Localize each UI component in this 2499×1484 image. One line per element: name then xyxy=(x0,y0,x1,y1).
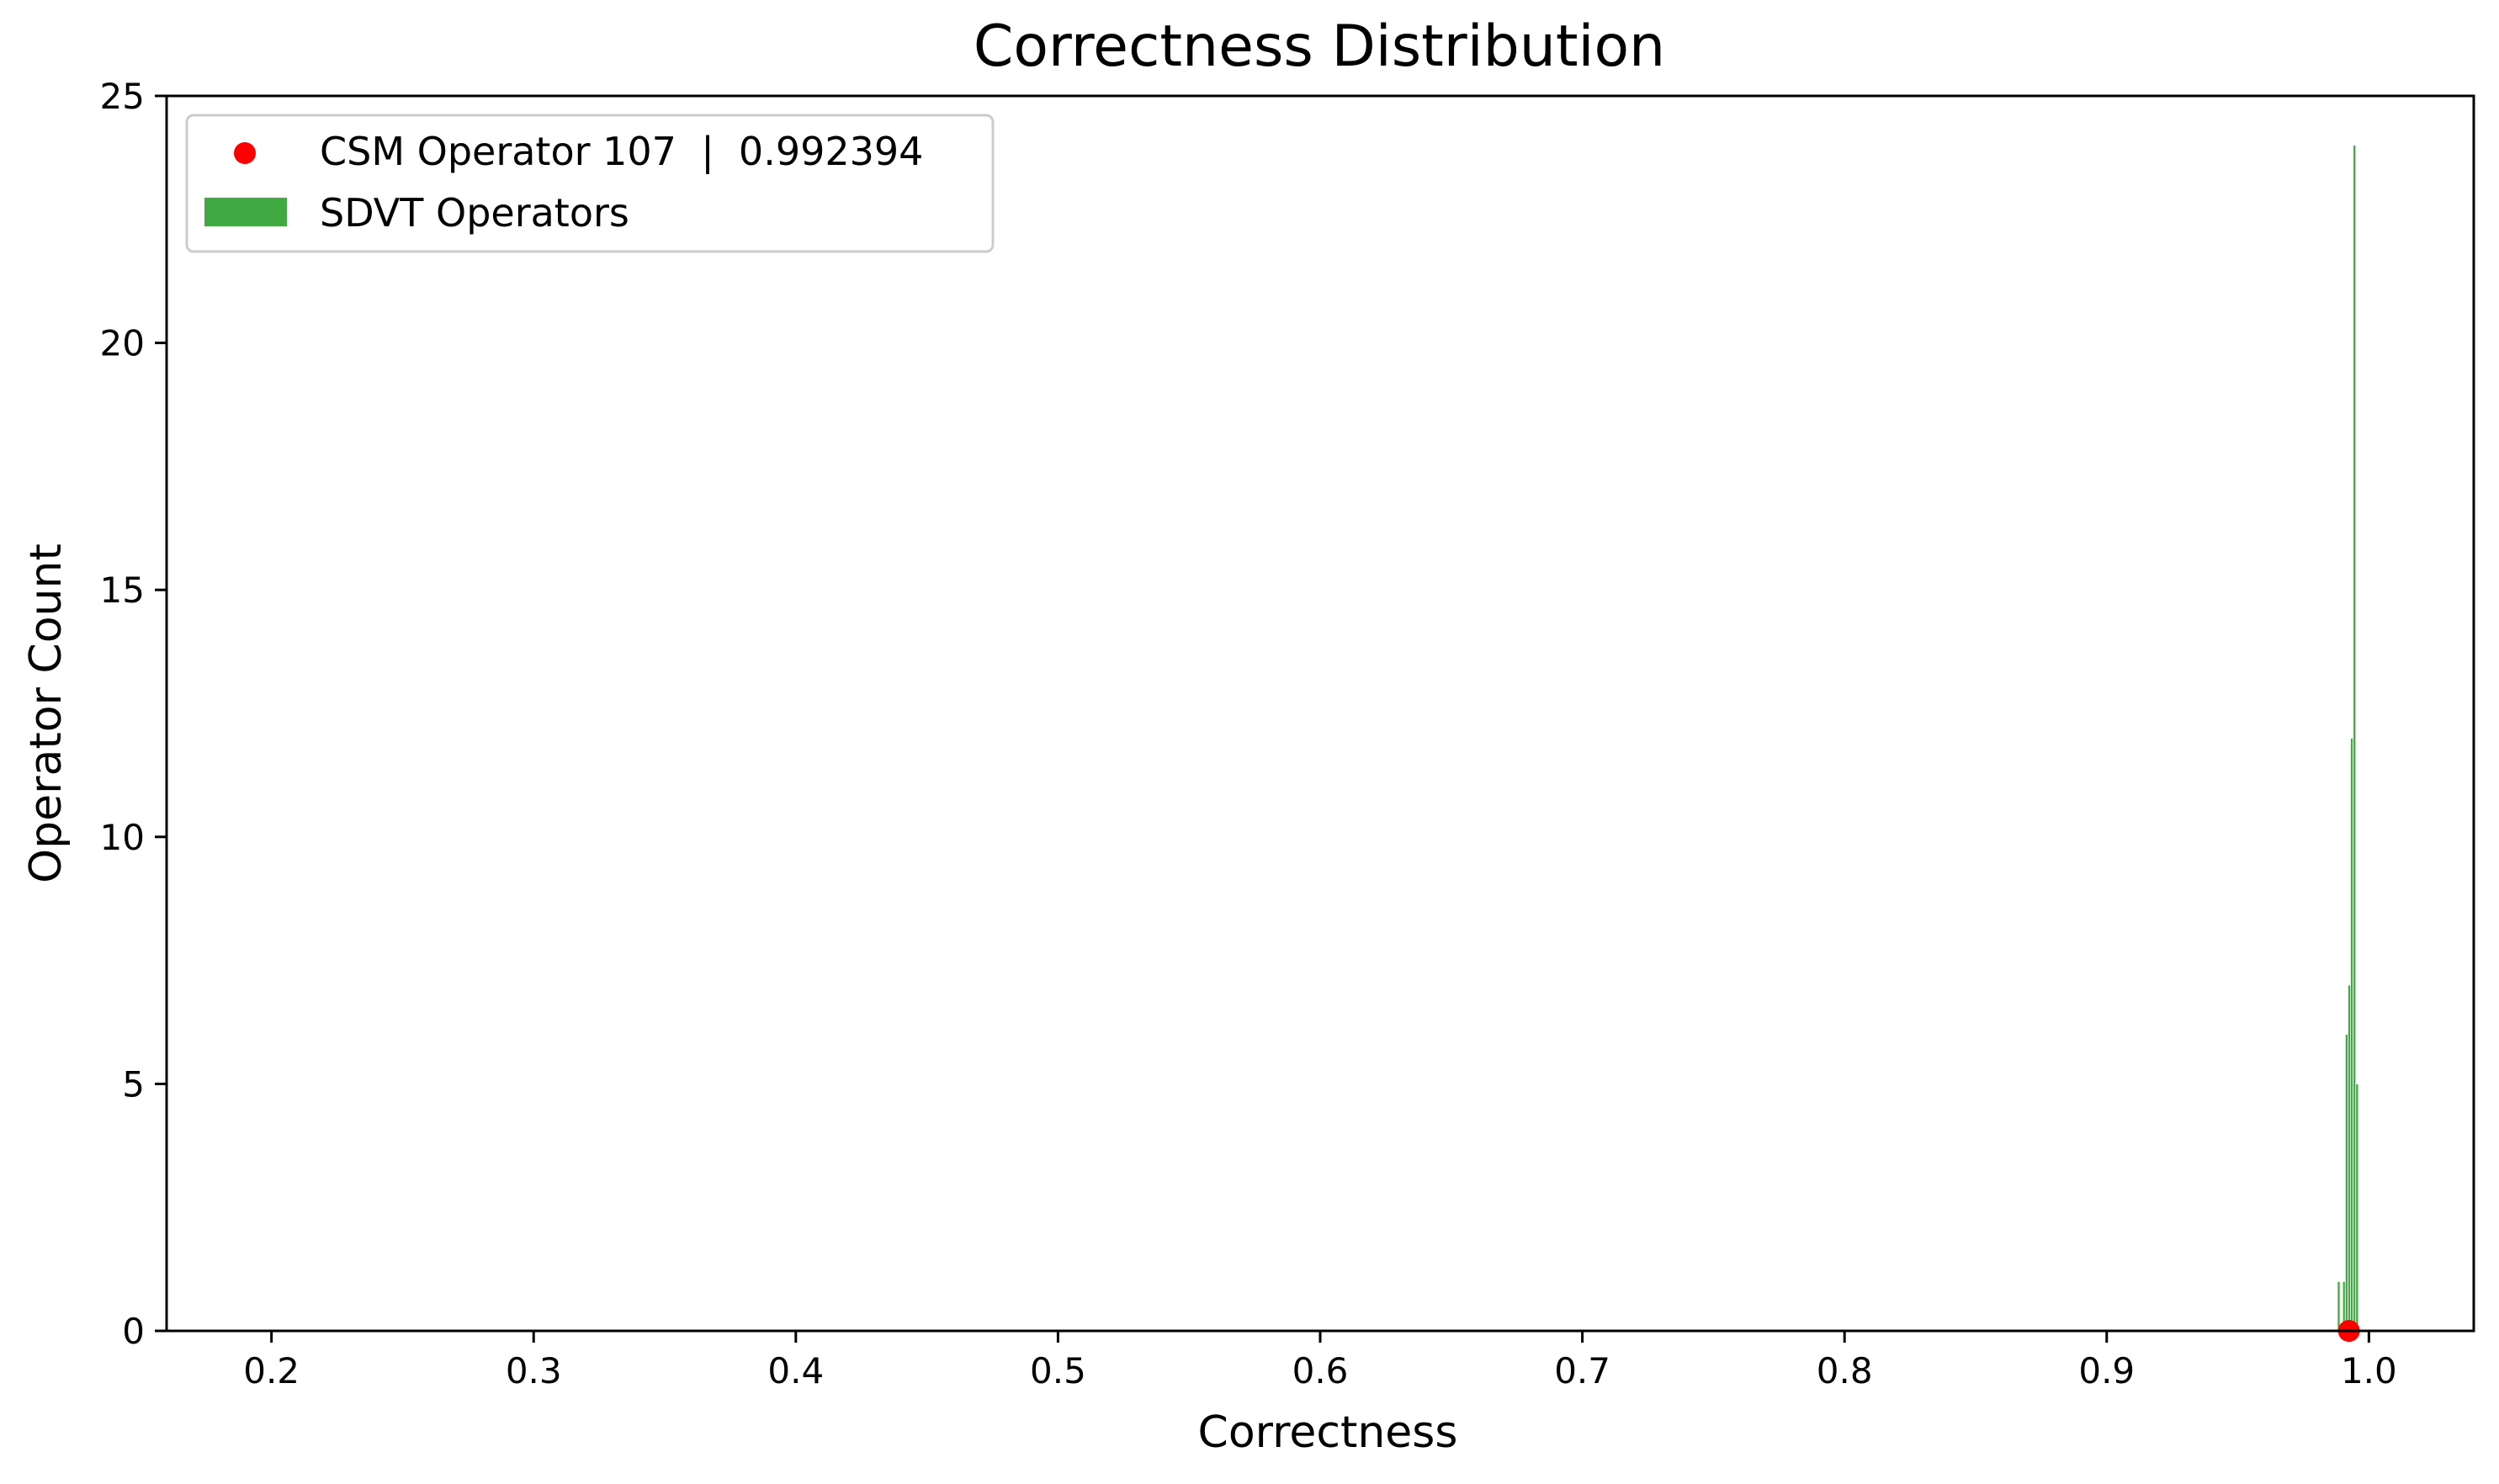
legend-box xyxy=(185,114,995,253)
histogram-bar-6 xyxy=(2353,145,2357,1332)
y-tick-label: 15 xyxy=(100,570,145,611)
y-tick-label: 5 xyxy=(122,1063,145,1105)
x-tick-label: 1.0 xyxy=(2341,1350,2397,1391)
histogram-bar-7 xyxy=(2355,1084,2359,1332)
x-tick-label: 0.3 xyxy=(506,1350,562,1391)
y-tick-label: 20 xyxy=(100,323,145,364)
x-tick-label: 0.8 xyxy=(1817,1350,1873,1391)
x-tick-label: 0.2 xyxy=(243,1350,300,1391)
x-tick-label: 0.5 xyxy=(1030,1350,1086,1391)
legend-swatch-bar xyxy=(204,198,287,226)
y-axis-ticks: 0 5 10 15 20 25 xyxy=(100,76,167,1352)
histogram-bar-4 xyxy=(2348,984,2351,1332)
x-axis-label: Correctness xyxy=(1198,1407,1458,1458)
y-tick-label: 10 xyxy=(100,817,145,858)
x-tick-label: 0.7 xyxy=(1554,1350,1610,1391)
legend-entry-bar-label: SDVT Operators xyxy=(320,190,629,236)
y-tick-label: 0 xyxy=(122,1311,145,1352)
x-tick-label: 0.4 xyxy=(767,1350,824,1391)
histogram-bar-3 xyxy=(2344,1034,2348,1332)
x-axis-ticks: 0.2 0.3 0.4 0.5 0.6 0.7 0.8 0.9 1.0 xyxy=(243,1331,2397,1391)
y-tick-label: 25 xyxy=(100,76,145,117)
histogram-bar-5 xyxy=(2350,737,2354,1332)
y-axis-label: Operator Count xyxy=(21,543,72,883)
chart-title: Correctness Distribution xyxy=(974,13,1665,80)
x-tick-label: 0.9 xyxy=(2078,1350,2135,1391)
legend: CSM Operator 107 | 0.992394 SDVT Operato… xyxy=(185,114,995,253)
legend-entry-point-label: CSM Operator 107 | 0.992394 xyxy=(320,129,923,175)
x-tick-label: 0.6 xyxy=(1292,1350,1349,1391)
legend-swatch-point xyxy=(234,142,256,164)
histogram-bar-0 xyxy=(2337,1280,2341,1332)
